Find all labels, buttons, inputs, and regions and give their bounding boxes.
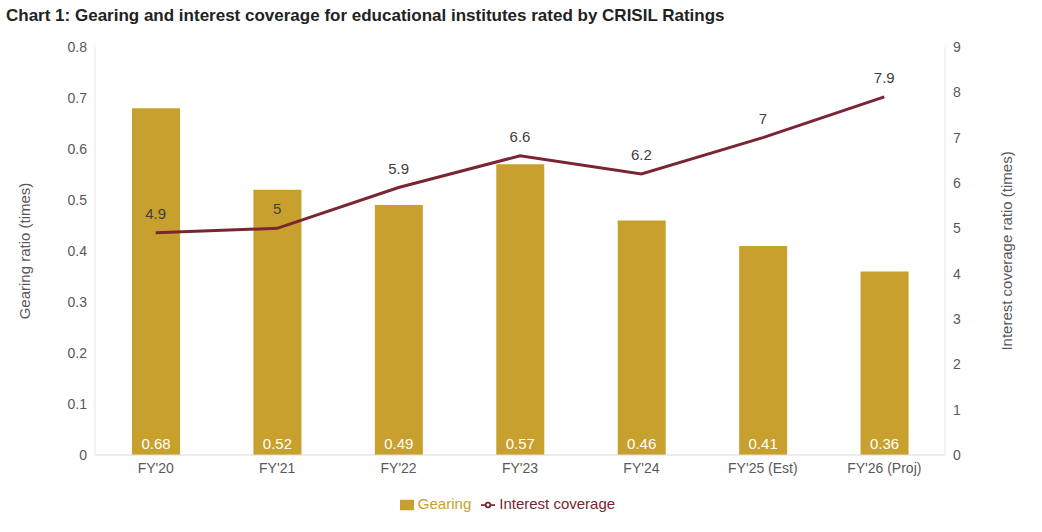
svg-text:5: 5 (273, 200, 281, 217)
svg-text:0.57: 0.57 (506, 435, 535, 452)
svg-text:FY'23: FY'23 (502, 460, 538, 476)
svg-text:FY'25 (Est): FY'25 (Est) (728, 460, 798, 476)
svg-text:3: 3 (953, 311, 961, 327)
svg-text:FY'21: FY'21 (259, 460, 295, 476)
svg-text:7: 7 (953, 130, 961, 146)
svg-text:FY'24: FY'24 (623, 460, 659, 476)
svg-text:1: 1 (953, 402, 961, 418)
svg-text:0.46: 0.46 (627, 435, 656, 452)
svg-text:0.41: 0.41 (749, 435, 778, 452)
svg-text:0.49: 0.49 (384, 435, 413, 452)
svg-text:0.8: 0.8 (68, 39, 88, 55)
html-text:Interest coverage: Interest coverage (499, 495, 616, 512)
svg-text:0.6: 0.6 (68, 141, 88, 157)
svg-text:0.2: 0.2 (68, 345, 88, 361)
svg-text:0.3: 0.3 (68, 294, 88, 310)
svg-text:2: 2 (953, 356, 961, 372)
svg-text:0.5: 0.5 (68, 192, 88, 208)
svg-text:5: 5 (953, 220, 961, 236)
svg-text:Gearing ratio (times): Gearing ratio (times) (16, 183, 33, 320)
svg-text:7.9: 7.9 (874, 69, 895, 86)
svg-text:FY'22: FY'22 (381, 460, 417, 476)
svg-text:5.9: 5.9 (388, 160, 409, 177)
svg-text:0.68: 0.68 (141, 435, 170, 452)
svg-text:9: 9 (953, 39, 961, 55)
svg-text:8: 8 (953, 84, 961, 100)
svg-text:0.4: 0.4 (68, 243, 88, 259)
svg-text:0.36: 0.36 (870, 435, 899, 452)
html-text:Gearing: Gearing (417, 495, 472, 512)
svg-text:Interest coverage ratio (times: Interest coverage ratio (times) (998, 151, 1015, 350)
svg-text:6.6: 6.6 (510, 128, 531, 145)
svg-text:FY'26 (Proj): FY'26 (Proj) (847, 460, 921, 476)
svg-text:6.2: 6.2 (631, 146, 652, 163)
svg-text:0.7: 0.7 (68, 90, 88, 106)
svg-text:6: 6 (953, 175, 961, 191)
svg-text:FY'20: FY'20 (138, 460, 174, 476)
svg-text:4: 4 (953, 266, 961, 282)
svg-text:0: 0 (79, 447, 87, 463)
svg-text:4.9: 4.9 (145, 205, 166, 222)
svg-text:7: 7 (759, 110, 767, 127)
svg-text:0: 0 (953, 447, 961, 463)
html-text:Chart 1: Gearing and interest: Chart 1: Gearing and interest coverage f… (6, 6, 725, 25)
svg-text:0.52: 0.52 (263, 435, 292, 452)
svg-text:0.1: 0.1 (68, 396, 88, 412)
